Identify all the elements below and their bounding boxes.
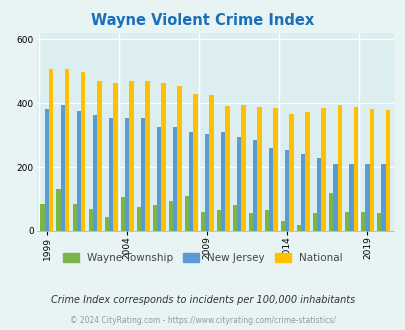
Text: © 2024 CityRating.com - https://www.cityrating.com/crime-statistics/: © 2024 CityRating.com - https://www.city… [70,316,335,325]
Bar [348,164,353,231]
Bar [252,140,257,231]
Bar [141,118,145,231]
Bar [237,137,241,231]
Text: Crime Index corresponds to incidents per 100,000 inhabitants: Crime Index corresponds to incidents per… [51,295,354,305]
Bar [284,150,289,231]
Bar [360,212,364,231]
Bar [232,206,237,231]
Bar [200,212,205,231]
Bar [88,209,93,231]
Bar [296,225,301,231]
Bar [45,109,49,231]
Bar [305,112,309,231]
Bar [184,196,188,231]
Bar [109,117,113,231]
Bar [72,204,77,231]
Bar [145,81,149,231]
Bar [321,108,325,231]
Bar [328,193,333,231]
Bar [56,189,61,231]
Bar [152,206,157,231]
Bar [369,109,373,231]
Bar [129,81,133,231]
Bar [264,210,269,231]
Bar [312,214,316,231]
Bar [289,115,293,231]
Legend: Wayne Township, New Jersey, National: Wayne Township, New Jersey, National [59,248,346,267]
Bar [220,132,225,231]
Bar [157,127,161,231]
Bar [364,164,369,231]
Bar [61,106,65,231]
Bar [216,210,220,231]
Bar [188,132,193,231]
Bar [225,107,229,231]
Bar [301,154,305,231]
Bar [280,221,284,231]
Bar [120,197,125,231]
Bar [273,108,277,231]
Bar [136,207,141,231]
Bar [104,216,109,231]
Bar [380,164,385,231]
Bar [248,214,252,231]
Bar [385,110,389,231]
Bar [205,134,209,231]
Bar [49,69,53,231]
Bar [209,95,213,231]
Bar [81,72,85,231]
Bar [269,148,273,231]
Bar [333,164,337,231]
Bar [344,212,348,231]
Bar [97,81,101,231]
Bar [93,115,97,231]
Bar [113,83,117,231]
Bar [353,107,357,231]
Bar [193,94,197,231]
Bar [40,204,45,231]
Bar [77,111,81,231]
Bar [173,127,177,231]
Bar [257,107,261,231]
Bar [168,201,173,231]
Text: Wayne Violent Crime Index: Wayne Violent Crime Index [91,13,314,28]
Bar [241,106,245,231]
Bar [177,86,181,231]
Bar [65,69,69,231]
Bar [316,157,321,231]
Bar [337,105,341,231]
Bar [161,82,165,231]
Bar [376,214,380,231]
Bar [125,117,129,231]
